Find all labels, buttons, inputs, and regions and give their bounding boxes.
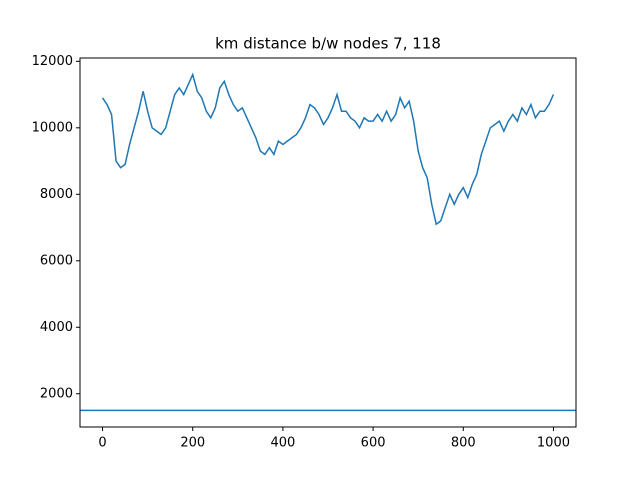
data-line <box>101 72 555 226</box>
x-tick-label: 400 <box>270 436 295 451</box>
y-tick-label: 8000 <box>40 187 73 202</box>
y-tick-label: 12000 <box>32 54 73 69</box>
y-tick-label: 10000 <box>32 120 73 135</box>
x-tick-label: 800 <box>451 436 476 451</box>
x-tick-label: 1000 <box>537 436 570 451</box>
x-tick-label: 0 <box>98 436 106 451</box>
chart-title: km distance b/w nodes 7, 118 <box>215 35 441 53</box>
x-tick-label: 200 <box>180 436 205 451</box>
y-tick-label: 6000 <box>40 253 73 268</box>
y-tick-label: 2000 <box>40 386 73 401</box>
plot-frame <box>79 57 577 428</box>
y-tick-label: 4000 <box>40 320 73 335</box>
x-tick-label: 600 <box>361 436 386 451</box>
